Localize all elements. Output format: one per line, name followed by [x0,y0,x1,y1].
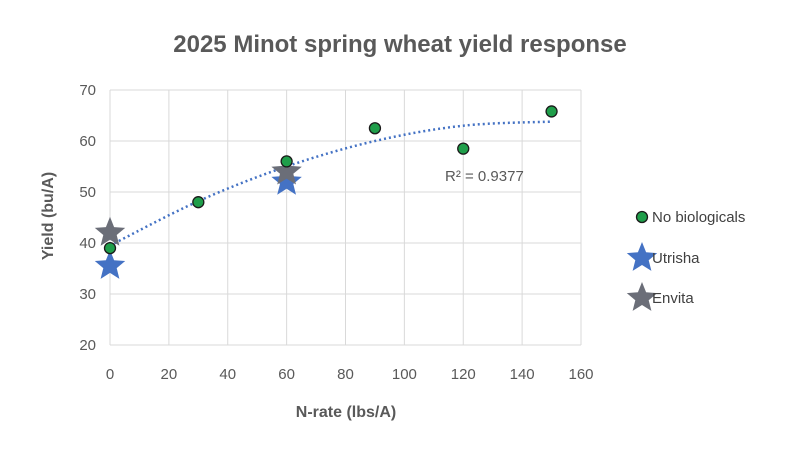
legend: No biologicals Utrisha Envita [626,209,745,311]
y-tick-label: 70 [79,82,96,99]
y-axis-title: Yield (bu/A) [40,172,57,260]
data-point-star [94,216,126,246]
x-tick-label: 140 [510,366,535,383]
legend-label: Utrisha [652,250,700,267]
data-point-circle [280,155,293,168]
r-squared-label: R² = 0.9377 [445,168,524,185]
legend-marker [626,242,658,271]
y-tick-label: 40 [79,235,96,252]
x-tick-label: 0 [106,366,114,383]
y-tick-label: 20 [79,337,96,354]
x-tick-label: 40 [219,366,236,383]
data-point-circle [368,122,382,135]
data-point-circle [457,142,470,155]
trendline [109,120,552,247]
gridlines [109,89,582,346]
data-markers [94,105,558,279]
legend-marker [626,282,658,311]
data-point-circle [103,241,117,255]
y-tick-label: 50 [79,184,96,201]
chart-title: 2025 Minot spring wheat yield response [173,31,626,58]
legend-label: Envita [652,290,694,307]
data-point-star [271,165,302,195]
x-tick-label: 20 [161,366,178,383]
x-axis-title: N-rate (lbs/A) [296,404,396,421]
data-point-star [271,155,302,185]
x-tick-label: 160 [568,366,593,383]
data-point-circle [545,105,558,118]
tick-labels: 0 20 40 60 80 100 120 140 160 20 30 40 50 60 70 [79,82,593,383]
data-point-star [94,249,126,279]
y-tick-label: 60 [79,133,96,150]
x-tick-label: 100 [392,366,417,383]
data-point-circle [192,196,205,209]
legend-marker [635,210,649,224]
x-tick-label: 120 [451,366,476,383]
y-tick-label: 30 [79,286,96,303]
x-tick-label: 60 [278,366,295,383]
legend-label: No biologicals [652,209,745,226]
x-tick-label: 80 [337,366,354,383]
